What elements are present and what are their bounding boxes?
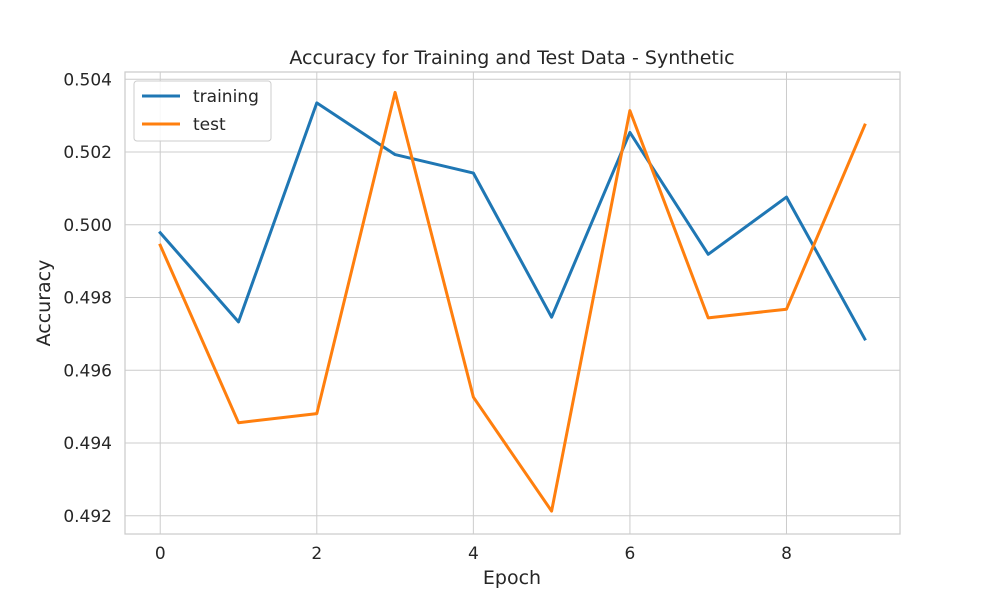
legend: training test [133, 80, 272, 142]
y-axis-label: Accuracy [33, 260, 55, 347]
x-axis-label: Epoch [483, 567, 541, 589]
plot-area [125, 72, 900, 534]
chart-title: Accuracy for Training and Test Data - Sy… [289, 47, 734, 69]
x-tick-label: 6 [625, 544, 636, 564]
y-tick-label: 0.502 [63, 143, 112, 163]
y-tick-label: 0.498 [63, 289, 112, 309]
grid-lines [125, 72, 900, 534]
legend-label-training: training [193, 87, 259, 107]
y-tick-label: 0.492 [63, 507, 112, 527]
x-tick-label: 0 [155, 544, 166, 564]
y-tick-label: 0.504 [63, 70, 112, 90]
series-lines [158, 90, 867, 513]
x-tick-label: 4 [468, 544, 479, 564]
series-line-test [158, 90, 867, 513]
x-tick-label: 2 [311, 544, 322, 564]
y-tick-label: 0.500 [63, 216, 112, 236]
legend-label-test: test [193, 115, 226, 135]
x-tick-labels: 0 2 4 6 8 [155, 544, 792, 564]
series-line-training [158, 101, 867, 342]
plot-frame [124, 71, 901, 535]
y-tick-labels: 0.492 0.494 0.496 0.498 0.500 0.502 0.504 [63, 70, 112, 527]
y-tick-label: 0.496 [63, 361, 112, 381]
y-tick-label: 0.494 [63, 434, 112, 454]
x-tick-label: 8 [781, 544, 792, 564]
